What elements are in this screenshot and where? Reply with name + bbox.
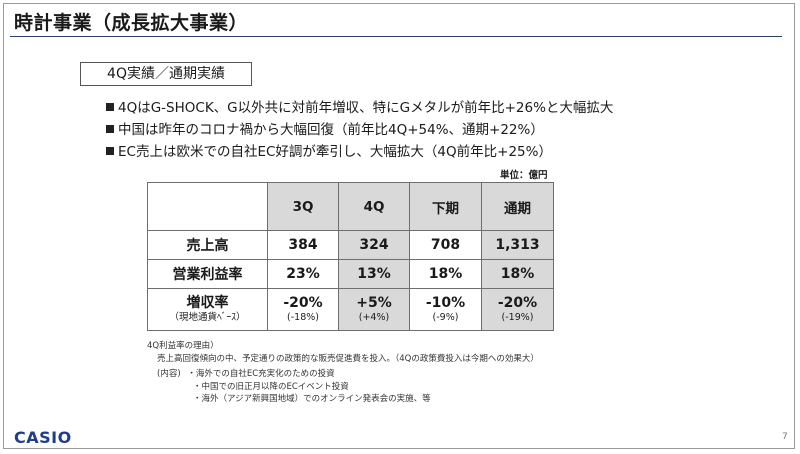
slide-frame	[3, 3, 795, 449]
header-3q: 3Q	[267, 182, 339, 231]
table-cell: 1,313	[481, 230, 554, 260]
notes-detail-label: (内容)	[157, 369, 181, 379]
results-table: 3Q 4Q 下期 通期 売上高 384 324 708 1,313 営業利益率 …	[147, 182, 554, 331]
cell-value: -20%	[497, 295, 538, 311]
notes-line: 売上高回復傾向の中、予定通りの政策的な販売促進費を投入。（4Qの政策費投入は今期…	[157, 353, 539, 364]
table-cell: -20% (-18%)	[267, 288, 339, 331]
notes-item: ・中国での旧正月以降のECイベント投資	[193, 381, 349, 392]
table-row: 売上高 384 324 708 1,313	[147, 230, 554, 260]
bullet-text: 中国は昨年のコロナ禍から大幅回復（前年比4Q+54%、通期+22%）	[118, 122, 544, 138]
header-second-half: 下期	[409, 182, 482, 231]
cell-subvalue: (-19%)	[501, 312, 534, 323]
table-corner-cell	[147, 182, 268, 231]
cell-subvalue: (-9%)	[432, 312, 459, 323]
cell-value: -20%	[283, 295, 323, 311]
table-cell: 324	[338, 230, 410, 260]
bullet-list: 4QはG-SHOCK、G以外共に対前年増収、特にGメタルが前年比+26%と大幅拡…	[106, 97, 613, 163]
casio-logo: CASIO	[14, 428, 72, 447]
section-label: 4Q実績／通期実績	[80, 62, 252, 86]
table-cell: -10% (-9%)	[409, 288, 482, 331]
square-bullet-icon	[106, 147, 114, 155]
cell-subvalue: (+4%)	[358, 312, 390, 323]
table-header-row: 3Q 4Q 下期 通期	[147, 182, 554, 231]
notes-item: ・海外（アジア新興国地域）でのオンライン発表会の実施、等	[193, 394, 431, 404]
bullet-item: EC売上は欧米での自社EC好調が牽引し、大幅拡大（4Q前年比+25%）	[106, 141, 613, 163]
title-divider	[10, 36, 782, 37]
row-sublabel: （現地通貨ﾍﾞｰｽ）	[169, 312, 246, 323]
bullet-item: 中国は昨年のコロナ禍から大幅回復（前年比4Q+54%、通期+22%）	[106, 119, 613, 141]
slide-title: 時計事業（成長拡大事業）	[14, 12, 249, 34]
table-cell: 708	[409, 230, 482, 260]
square-bullet-icon	[106, 125, 114, 133]
table-cell: 384	[267, 230, 339, 260]
cell-value: -10%	[425, 295, 466, 311]
table-row: 営業利益率 23% 13% 18% 18%	[147, 259, 554, 289]
notes-item: ・海外での自社EC充実化のための投資	[187, 369, 335, 379]
header-4q: 4Q	[338, 182, 410, 231]
notes-heading: 4Q利益率の理由）	[147, 341, 219, 351]
bullet-text: EC売上は欧米での自社EC好調が牽引し、大幅拡大（4Q前年比+25%）	[118, 144, 552, 160]
table-row: 増収率 （現地通貨ﾍﾞｰｽ） -20% (-18%) +5% (+4%) -10%(…	[147, 288, 554, 331]
unit-label: 単位：億円	[500, 170, 548, 181]
row-label-cell: 増収率 （現地通貨ﾍﾞｰｽ）	[147, 288, 268, 331]
bullet-item: 4QはG-SHOCK、G以外共に対前年増収、特にGメタルが前年比+26%と大幅拡…	[106, 97, 613, 119]
header-full-year: 通期	[481, 182, 554, 231]
bullet-text: 4QはG-SHOCK、G以外共に対前年増収、特にGメタルが前年比+26%と大幅拡…	[118, 100, 614, 116]
table-cell: 18%	[481, 259, 554, 289]
cell-subvalue: (-18%)	[287, 312, 319, 323]
row-label: 営業利益率	[147, 259, 268, 289]
square-bullet-icon	[106, 103, 114, 111]
row-label: 売上高	[147, 230, 268, 260]
row-label: 増収率	[186, 295, 229, 311]
table-cell: 13%	[338, 259, 410, 289]
page-number: 7	[782, 432, 788, 442]
notes-block: 4Q利益率の理由） 売上高回復傾向の中、予定通りの政策的な販売促進費を投入。（4…	[147, 340, 539, 406]
table-cell: -20% (-19%)	[481, 288, 554, 331]
table-cell: +5% (+4%)	[338, 288, 410, 331]
notes-detail-row: (内容) ・海外での自社EC充実化のための投資	[147, 368, 539, 381]
table-cell: 23%	[267, 259, 339, 289]
table-cell: 18%	[409, 259, 482, 289]
cell-value: +5%	[356, 295, 392, 311]
